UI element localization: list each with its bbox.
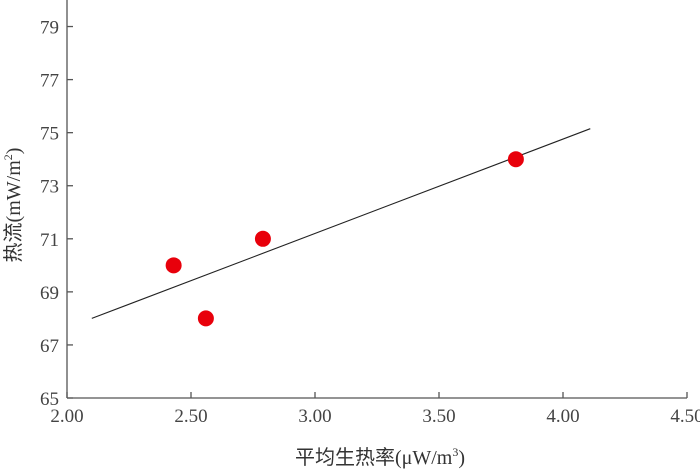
data-point — [507, 151, 524, 168]
data-point — [254, 230, 271, 247]
y-tick-label: 69 — [40, 283, 59, 304]
y-tick-label: 79 — [40, 18, 59, 39]
data-points — [165, 151, 524, 327]
y-ticks: 65 67 69 71 73 75 77 79 — [40, 18, 73, 410]
y-tick-label: 73 — [40, 177, 59, 198]
y-tick-label: 71 — [40, 230, 59, 251]
x-tick-label: 4.00 — [546, 406, 579, 427]
x-tick-label: 2.50 — [174, 406, 207, 427]
x-ticks: 2.00 2.50 3.00 3.50 4.00 4.50 — [50, 392, 700, 427]
y-axis-title: 热流(mW/m2) — [1, 148, 25, 263]
trend-line — [91, 128, 591, 319]
x-axis-title: 平均生热率(μW/m3) — [295, 445, 465, 469]
y-tick-label: 67 — [40, 336, 59, 357]
x-tick-label: 3.50 — [422, 406, 455, 427]
data-point — [197, 310, 214, 327]
y-tick-label: 65 — [40, 389, 59, 410]
x-tick-label: 3.00 — [298, 406, 331, 427]
axes — [66, 0, 687, 399]
x-tick-label: 4.50 — [670, 406, 700, 427]
y-tick-label: 75 — [40, 124, 59, 145]
data-point — [165, 257, 182, 274]
y-tick-label: 77 — [40, 71, 59, 92]
x-tick-label: 2.00 — [50, 406, 83, 427]
